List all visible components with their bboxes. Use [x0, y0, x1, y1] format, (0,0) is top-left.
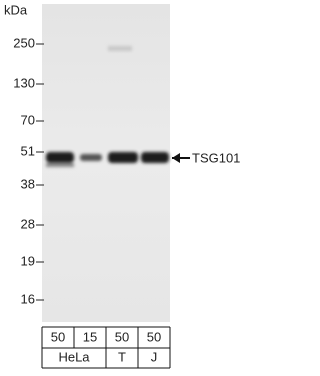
marker-label: 250 [13, 35, 35, 50]
lane-load: 50 [115, 329, 129, 344]
band-shadow [46, 163, 74, 167]
band [46, 152, 74, 163]
target-label: TSG101 [192, 150, 240, 165]
blot-figure: 250 130 70 51 38 28 19 16 kDa TSG101 50 15 50 50 He… [4, 2, 240, 369]
band [80, 154, 102, 161]
band [141, 152, 169, 163]
marker-label: 51 [21, 143, 35, 158]
marker-ladder: 250 130 70 51 38 28 19 16 [13, 35, 44, 306]
bands [46, 46, 169, 167]
marker-label: 19 [21, 253, 35, 268]
lane-load: 50 [147, 329, 161, 344]
lane-load: 50 [51, 329, 65, 344]
lane-table: 50 15 50 50 HeLa T J [41, 326, 171, 369]
marker-label: 70 [21, 112, 35, 127]
marker-label: 28 [21, 216, 35, 231]
group-label: HeLa [58, 349, 90, 364]
unit-label: kDa [4, 2, 28, 17]
lane-load: 15 [83, 329, 97, 344]
group-label: J [151, 349, 158, 364]
band [108, 152, 138, 163]
marker-label: 38 [21, 176, 35, 191]
faint-band [108, 46, 132, 51]
marker-label: 16 [21, 291, 35, 306]
marker-label: 130 [13, 75, 35, 90]
group-label: T [118, 349, 126, 364]
arrow-head [172, 153, 180, 163]
